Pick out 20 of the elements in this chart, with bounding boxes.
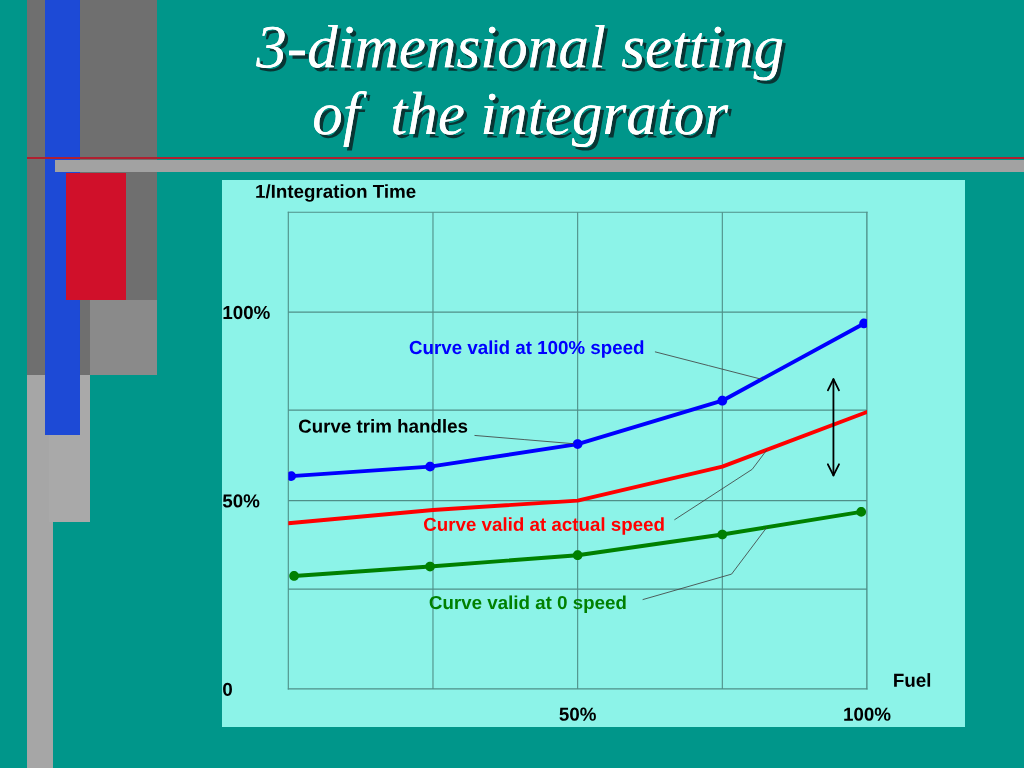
x-axis-title: Fuel bbox=[894, 673, 931, 687]
text: Curve valid at 100% speed bbox=[409, 340, 644, 358]
series-label: Curve valid at 0 speed bbox=[429, 595, 626, 613]
point bbox=[717, 529, 728, 540]
y-tick-label: 50% bbox=[222, 494, 260, 508]
point bbox=[572, 550, 583, 561]
point bbox=[859, 318, 867, 329]
point bbox=[288, 471, 297, 481]
point bbox=[856, 507, 867, 517]
point bbox=[572, 439, 583, 449]
point bbox=[425, 561, 435, 572]
series-label: Curve valid at actual speed bbox=[423, 517, 664, 535]
annotation: Curve trim handles bbox=[298, 419, 468, 433]
point bbox=[717, 395, 728, 406]
y-tick-label: 0 bbox=[223, 682, 232, 696]
y-axis-title: 1/Integration Time bbox=[256, 184, 416, 202]
point bbox=[425, 461, 435, 472]
chart-title: 3-dimensional setting of the integrator bbox=[256, 24, 786, 151]
point bbox=[289, 571, 299, 581]
y-tick-label: 100% bbox=[223, 305, 270, 320]
